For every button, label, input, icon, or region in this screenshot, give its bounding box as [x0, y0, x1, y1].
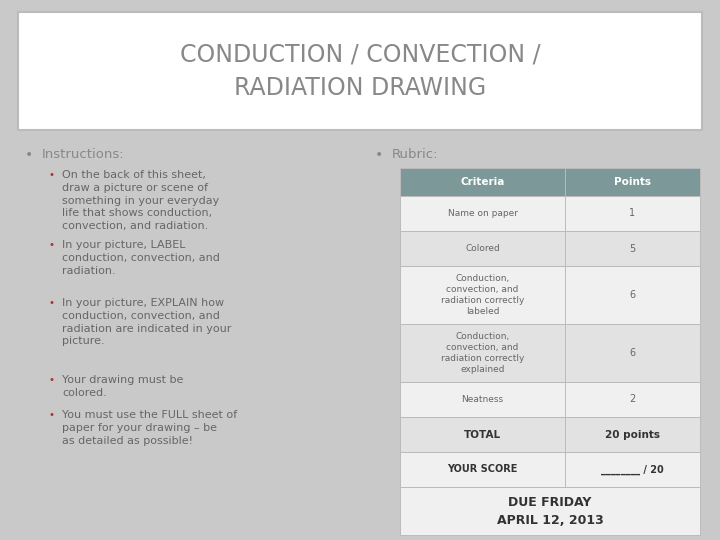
FancyBboxPatch shape	[400, 324, 700, 382]
FancyBboxPatch shape	[400, 487, 700, 535]
Text: YOUR SCORE: YOUR SCORE	[447, 464, 518, 475]
Text: Criteria: Criteria	[460, 177, 505, 187]
Text: 20 points: 20 points	[605, 429, 660, 440]
Text: In your picture, EXPLAIN how
conduction, convection, and
radiation are indicated: In your picture, EXPLAIN how conduction,…	[62, 298, 231, 346]
Text: 5: 5	[629, 244, 636, 253]
Text: Colored: Colored	[465, 244, 500, 253]
Text: DUE FRIDAY
APRIL 12, 2013: DUE FRIDAY APRIL 12, 2013	[497, 496, 603, 526]
Text: 2: 2	[629, 395, 636, 404]
FancyBboxPatch shape	[400, 168, 700, 196]
Text: •: •	[48, 298, 54, 308]
FancyBboxPatch shape	[400, 452, 700, 487]
Text: Instructions:: Instructions:	[42, 148, 125, 161]
FancyBboxPatch shape	[18, 12, 702, 130]
FancyBboxPatch shape	[400, 417, 700, 452]
Text: •: •	[48, 410, 54, 420]
Text: •: •	[48, 240, 54, 250]
Text: Conduction,
convection, and
radiation correctly
explained: Conduction, convection, and radiation co…	[441, 332, 524, 374]
Text: In your picture, LABEL
conduction, convection, and
radiation.: In your picture, LABEL conduction, conve…	[62, 240, 220, 275]
Text: ________ / 20: ________ / 20	[601, 464, 664, 475]
Text: •: •	[48, 375, 54, 385]
Text: 6: 6	[629, 290, 636, 300]
Text: Points: Points	[614, 177, 651, 187]
FancyBboxPatch shape	[400, 382, 700, 417]
Text: On the back of this sheet,
draw a picture or scene of
something in your everyday: On the back of this sheet, draw a pictur…	[62, 170, 220, 231]
Text: •: •	[25, 148, 33, 162]
Text: 6: 6	[629, 348, 636, 358]
Text: 1: 1	[629, 208, 636, 219]
Text: Your drawing must be
colored.: Your drawing must be colored.	[62, 375, 184, 398]
Text: CONDUCTION / CONVECTION /
RADIATION DRAWING: CONDUCTION / CONVECTION / RADIATION DRAW…	[180, 42, 540, 100]
Text: Name on paper: Name on paper	[448, 209, 518, 218]
Text: •: •	[48, 170, 54, 180]
FancyBboxPatch shape	[400, 231, 700, 266]
Text: TOTAL: TOTAL	[464, 429, 501, 440]
Text: Conduction,
convection, and
radiation correctly
labeled: Conduction, convection, and radiation co…	[441, 274, 524, 316]
Text: Rubric:: Rubric:	[392, 148, 438, 161]
FancyBboxPatch shape	[400, 196, 700, 231]
Text: You must use the FULL sheet of
paper for your drawing – be
as detailed as possib: You must use the FULL sheet of paper for…	[62, 410, 237, 446]
Text: •: •	[375, 148, 383, 162]
Text: Neatness: Neatness	[462, 395, 503, 404]
FancyBboxPatch shape	[400, 266, 700, 324]
